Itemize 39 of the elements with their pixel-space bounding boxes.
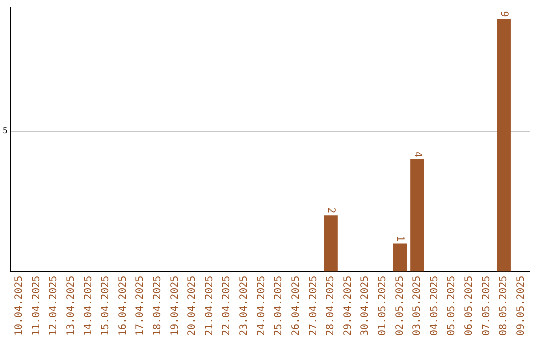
x-tick-label: 16.04.2025 (118, 276, 129, 336)
x-tick-label: 29.04.2025 (342, 276, 354, 336)
data-label: 2 (325, 208, 336, 214)
x-tick-label: 19.04.2025 (170, 276, 181, 336)
x-tick-label: 03.05.2025 (412, 276, 424, 336)
x-tick-label: 21.04.2025 (204, 276, 216, 336)
x-tick-label: 07.05.2025 (481, 276, 492, 336)
bar (324, 216, 338, 272)
data-label: 4 (412, 152, 423, 158)
x-tick-label: 23.04.2025 (239, 276, 250, 336)
x-tick-label: 08.05.2025 (498, 276, 510, 336)
x-tick-label: 04.05.2025 (429, 276, 440, 336)
x-tick-label: 13.04.2025 (66, 276, 77, 336)
x-tick-label: 17.04.2025 (135, 276, 146, 336)
x-tick-label: 27.04.2025 (308, 276, 320, 336)
x-tick-label: 09.05.2025 (516, 276, 527, 336)
y-tick-label: 5 (2, 126, 8, 136)
x-tick-label: 24.04.2025 (256, 276, 268, 336)
x-tick-label: 14.04.2025 (83, 276, 94, 336)
x-tick-label: 06.05.2025 (464, 276, 476, 336)
x-tick-label: 22.04.2025 (222, 276, 233, 336)
bar (497, 19, 511, 272)
x-tick-label: 28.04.2025 (326, 276, 337, 336)
x-tick-label: 15.04.2025 (100, 276, 112, 336)
x-tick-label: 01.05.2025 (377, 276, 388, 336)
bar (393, 244, 408, 272)
x-tick-label: 30.04.2025 (360, 276, 372, 336)
x-tick-label: 02.05.2025 (394, 276, 406, 336)
x-tick-label: 25.04.2025 (274, 276, 285, 336)
x-tick-label: 11.04.2025 (31, 276, 42, 336)
x-tick-label: 05.05.2025 (446, 276, 458, 336)
x-tick-label: 26.04.2025 (290, 276, 302, 336)
data-label: 9 (498, 11, 510, 18)
x-tick-label: 10.04.2025 (14, 276, 26, 336)
x-tick-label: 12.04.2025 (48, 276, 60, 336)
x-tick-label: 18.04.2025 (152, 276, 164, 336)
data-label: 1 (394, 236, 406, 242)
bar (410, 160, 424, 272)
x-tick-label: 20.04.2025 (187, 276, 198, 336)
